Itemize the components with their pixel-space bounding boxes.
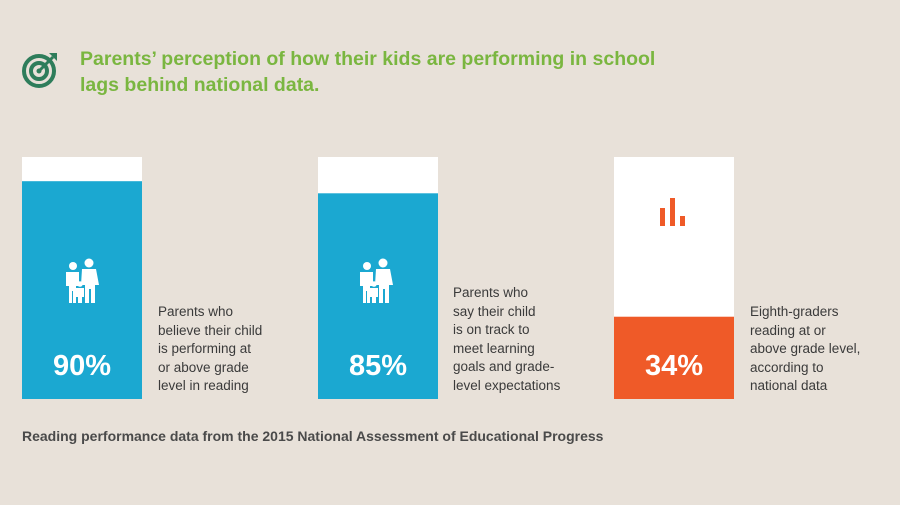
caption-line: Eighth-graders	[750, 304, 839, 319]
caption-line: Parents who	[158, 304, 234, 319]
target-icon	[22, 53, 57, 88]
caption-line: or above grade	[158, 359, 249, 375]
bar-caption: Eighth-graders reading at or above grade…	[750, 303, 890, 396]
caption-line: say their child	[453, 303, 536, 319]
headline: Parents’ perception of how their kids ar…	[80, 46, 780, 98]
headline-line: lags behind national data.	[80, 74, 320, 96]
caption-line: meet learning	[453, 340, 535, 356]
caption-line: Parents who	[453, 285, 529, 300]
bar-chart-icon	[660, 198, 685, 226]
bar	[614, 316, 734, 399]
bar-caption: Parents who say their child is on track …	[453, 284, 593, 395]
family-icon	[360, 258, 393, 303]
caption-line: national data	[750, 378, 828, 393]
headline-line: Parents’ perception of how their kids ar…	[80, 48, 656, 70]
footnote: Reading performance data from the 2015 N…	[22, 428, 604, 444]
caption-line: according to	[750, 359, 824, 375]
caption-line: above grade level,	[750, 341, 861, 356]
caption-line: is on track to	[453, 322, 530, 337]
bar-caption: Parents who believe their child is perfo…	[158, 303, 298, 396]
family-icon	[66, 258, 99, 303]
caption-line: goals and grade-	[453, 359, 555, 374]
value-label: 34%	[644, 350, 704, 382]
value-label: 85%	[348, 350, 408, 382]
caption-line: believe their child	[158, 322, 263, 338]
caption-line: reading at or	[750, 322, 826, 338]
caption-line: level in reading	[158, 378, 249, 393]
caption-line: is performing at	[158, 341, 252, 356]
value-label: 90%	[52, 350, 112, 382]
caption-line: level expectations	[453, 377, 561, 393]
